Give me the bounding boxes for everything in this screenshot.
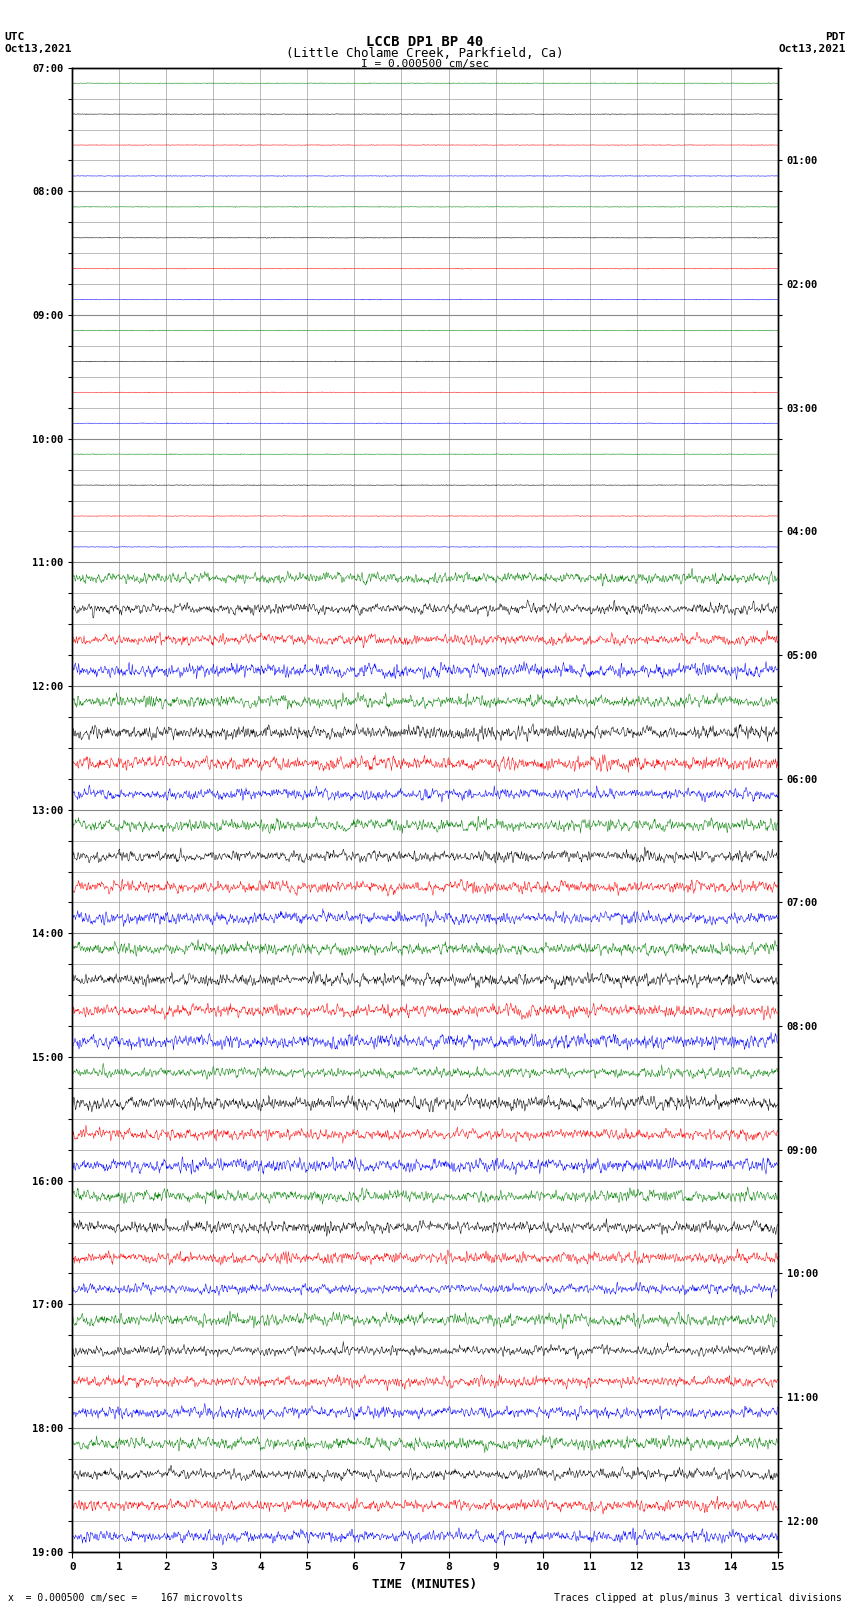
Text: UTC
Oct13,2021: UTC Oct13,2021 (4, 32, 71, 53)
Text: I = 0.000500 cm/sec: I = 0.000500 cm/sec (361, 58, 489, 69)
Text: LCCB DP1 BP 40: LCCB DP1 BP 40 (366, 35, 484, 48)
Text: (Little Cholame Creek, Parkfield, Ca): (Little Cholame Creek, Parkfield, Ca) (286, 47, 564, 60)
Text: Traces clipped at plus/minus 3 vertical divisions: Traces clipped at plus/minus 3 vertical … (553, 1594, 842, 1603)
X-axis label: TIME (MINUTES): TIME (MINUTES) (372, 1578, 478, 1590)
Text: PDT
Oct13,2021: PDT Oct13,2021 (779, 32, 846, 53)
Text: x  = 0.000500 cm/sec =    167 microvolts: x = 0.000500 cm/sec = 167 microvolts (8, 1594, 243, 1603)
